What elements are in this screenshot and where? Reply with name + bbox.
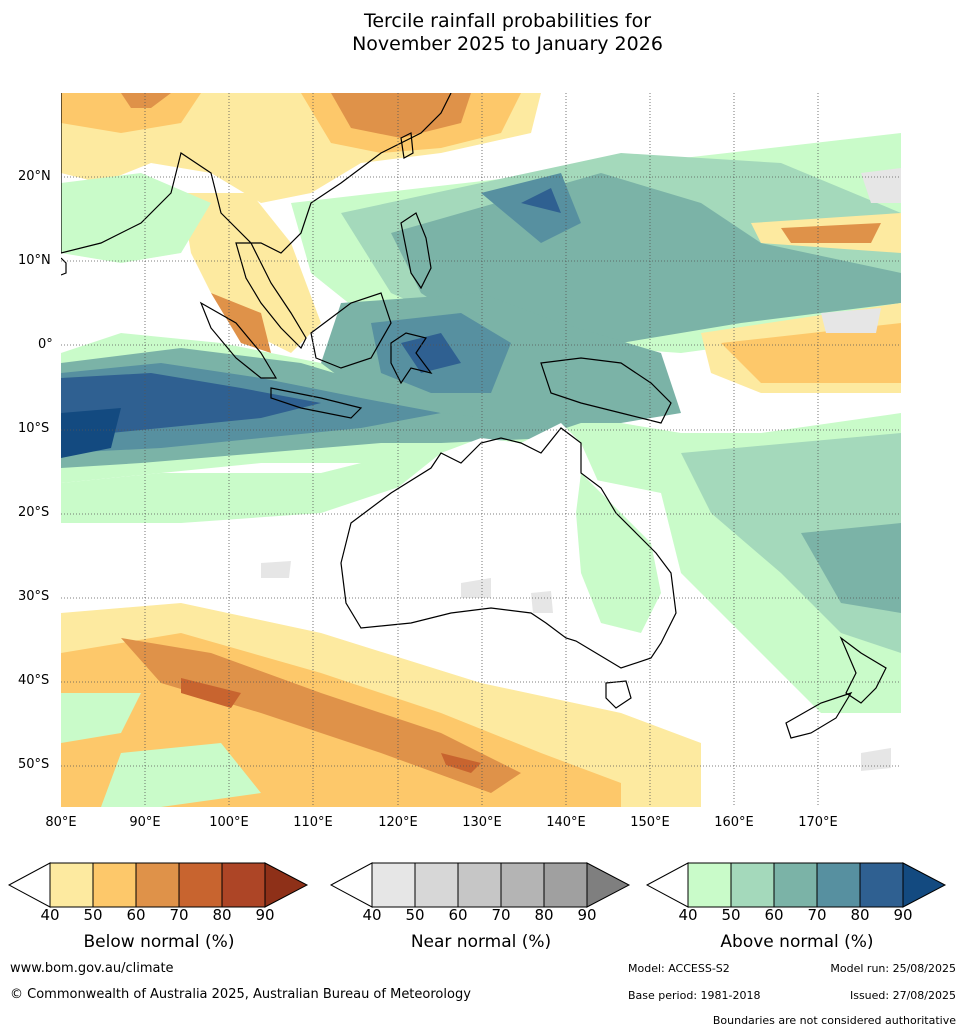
colorbar-below-normal bbox=[8, 862, 309, 908]
lon-label-120e: 120°E bbox=[378, 815, 418, 830]
colorbar-tick-label: 70 bbox=[807, 906, 827, 924]
colorbar-segment bbox=[773, 862, 818, 908]
lon-label-160e: 160°E bbox=[714, 815, 754, 830]
colorbar-tick-label: 90 bbox=[255, 906, 275, 924]
lon-label-170e: 170°E bbox=[798, 815, 838, 830]
website-link[interactable]: www.bom.gov.au/climate bbox=[10, 961, 174, 976]
lon-label-130e: 130°E bbox=[462, 815, 502, 830]
colorbar-segment bbox=[49, 862, 94, 908]
lon-label-100e: 100°E bbox=[209, 815, 249, 830]
colorbar-min-extension bbox=[330, 862, 373, 908]
base-period: Base period: 1981-2018 bbox=[628, 989, 761, 1002]
issued-date: Issued: 27/08/2025 bbox=[849, 989, 956, 1002]
colorbar-tick-label: 50 bbox=[83, 906, 103, 924]
colorbar-tick-label: 60 bbox=[764, 906, 784, 924]
model-name: Model: ACCESS-S2 bbox=[628, 962, 730, 975]
lon-label-150e: 150°E bbox=[630, 815, 670, 830]
legend-title-near-normal: Near normal (%) bbox=[410, 932, 552, 952]
colorbar-segment bbox=[371, 862, 416, 908]
colorbar-tick-label: 40 bbox=[362, 906, 382, 924]
lon-label-110e: 110°E bbox=[293, 815, 333, 830]
map-title: Tercile rainfall probabilities for Novem… bbox=[0, 10, 965, 56]
colorbar-segment bbox=[730, 862, 775, 908]
lat-label-10n: 10°N bbox=[18, 253, 51, 268]
lon-label-140e: 140°E bbox=[546, 815, 586, 830]
colorbar-segment bbox=[414, 862, 459, 908]
colorbar-max-extension bbox=[264, 862, 309, 908]
colorbar-tick-label: 60 bbox=[448, 906, 468, 924]
lat-label-10s: 10°S bbox=[18, 421, 50, 436]
colorbar-above-normal bbox=[646, 862, 947, 908]
lon-label-80e: 80°E bbox=[45, 815, 77, 830]
colorbar-segment bbox=[687, 862, 732, 908]
colorbar-tick-label: 70 bbox=[169, 906, 189, 924]
colorbar-max-extension bbox=[902, 862, 947, 908]
colorbar-segment bbox=[543, 862, 588, 908]
lat-label-equator: 0° bbox=[38, 337, 53, 352]
legend-title-below-normal: Below normal (%) bbox=[83, 932, 235, 952]
colorbar-segment bbox=[816, 862, 861, 908]
rainfall-probability-map bbox=[61, 93, 901, 807]
colorbar-min-extension bbox=[646, 862, 689, 908]
colorbar-segment bbox=[178, 862, 223, 908]
colorbar-tick-label: 90 bbox=[577, 906, 597, 924]
colorbar-tick-label: 80 bbox=[212, 906, 232, 924]
colorbar-near-normal bbox=[330, 862, 631, 908]
colorbar-tick-label: 80 bbox=[850, 906, 870, 924]
map-svg bbox=[61, 93, 901, 807]
coastlines bbox=[61, 93, 887, 739]
model-run-date: Model run: 25/08/2025 bbox=[830, 962, 956, 975]
colorbar-segment bbox=[859, 862, 904, 908]
colorbar-tick-label: 40 bbox=[678, 906, 698, 924]
colorbar-tick-label: 80 bbox=[534, 906, 554, 924]
colorbar-tick-label: 50 bbox=[405, 906, 425, 924]
lat-label-20s: 20°S bbox=[18, 505, 50, 520]
boundaries-note: Boundaries are not considered authoritat… bbox=[712, 1014, 956, 1027]
colorbar-tick-label: 90 bbox=[893, 906, 913, 924]
colorbar-tick-label: 70 bbox=[491, 906, 511, 924]
colorbar-segment bbox=[457, 862, 502, 908]
colorbar-tick-label: 60 bbox=[126, 906, 146, 924]
colorbar-segment bbox=[92, 862, 137, 908]
lat-label-20n: 20°N bbox=[18, 169, 51, 184]
lon-label-90e: 90°E bbox=[129, 815, 161, 830]
colorbar-segment bbox=[500, 862, 545, 908]
legend-title-above-normal: Above normal (%) bbox=[720, 932, 874, 952]
lat-label-40s: 40°S bbox=[18, 673, 50, 688]
colorbar-tick-label: 50 bbox=[721, 906, 741, 924]
lat-label-50s: 50°S bbox=[18, 757, 50, 772]
colorbar-segment bbox=[221, 862, 266, 908]
title-line-2: November 2025 to January 2026 bbox=[352, 33, 663, 55]
lat-label-30s: 30°S bbox=[18, 589, 50, 604]
copyright-text: © Commonwealth of Australia 2025, Austra… bbox=[10, 987, 471, 1002]
colorbar-segment bbox=[135, 862, 180, 908]
graticule bbox=[61, 93, 901, 807]
colorbar-max-extension bbox=[586, 862, 631, 908]
colorbar-min-extension bbox=[8, 862, 51, 908]
title-line-1: Tercile rainfall probabilities for bbox=[363, 10, 652, 32]
colorbar-tick-label: 40 bbox=[40, 906, 60, 924]
shading-layer bbox=[61, 93, 901, 807]
